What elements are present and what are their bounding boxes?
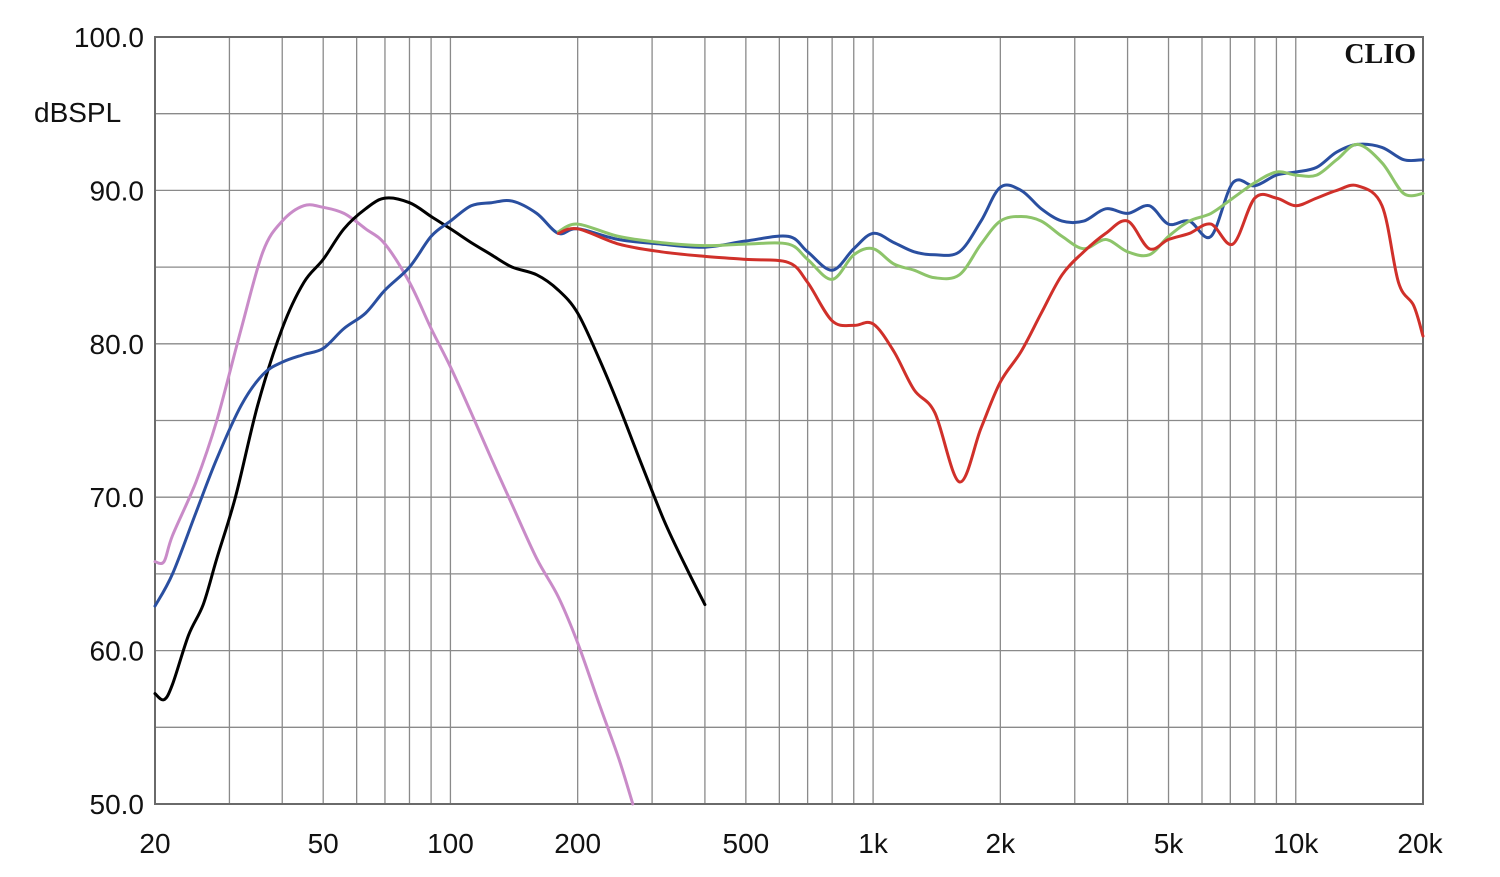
x-tick-label: 50 [308, 828, 339, 859]
y-tick-label: 80.0 [90, 329, 145, 360]
clio-brand-label: CLIO [1344, 39, 1416, 70]
x-tick-label: 1k [858, 828, 889, 859]
grid [154, 36, 1424, 805]
series-line [556, 142, 1425, 281]
y-tick-label: 70.0 [90, 482, 145, 513]
series-line [153, 203, 635, 806]
y-tick-label: 100.0 [74, 22, 144, 53]
x-tick-label: 20k [1397, 828, 1443, 859]
x-tick-label: 100 [427, 828, 474, 859]
series-line [153, 142, 1425, 608]
x-tick-label: 10k [1273, 828, 1319, 859]
x-tick-label: 500 [723, 828, 770, 859]
series-line [153, 196, 707, 702]
x-tick-label: 2k [986, 828, 1017, 859]
y-tick-label: 90.0 [90, 175, 145, 206]
series-layer [153, 142, 1425, 806]
x-tick-label: 200 [554, 828, 601, 859]
y-axis-tick-labels: 100.0 90.0 80.0 70.0 60.0 50.0 [74, 22, 144, 820]
x-tick-label: 20 [139, 828, 170, 859]
x-axis-tick-labels: 20 50 100 200 500 1k 2k 5k 10k 20k [139, 828, 1443, 859]
y-axis-unit-label: dBSPL [34, 97, 121, 128]
y-tick-label: 60.0 [90, 636, 145, 667]
series-line [556, 183, 1425, 484]
x-tick-label: 5k [1154, 828, 1185, 859]
plot-frame [154, 36, 1424, 805]
y-tick-label: 50.0 [90, 789, 145, 820]
